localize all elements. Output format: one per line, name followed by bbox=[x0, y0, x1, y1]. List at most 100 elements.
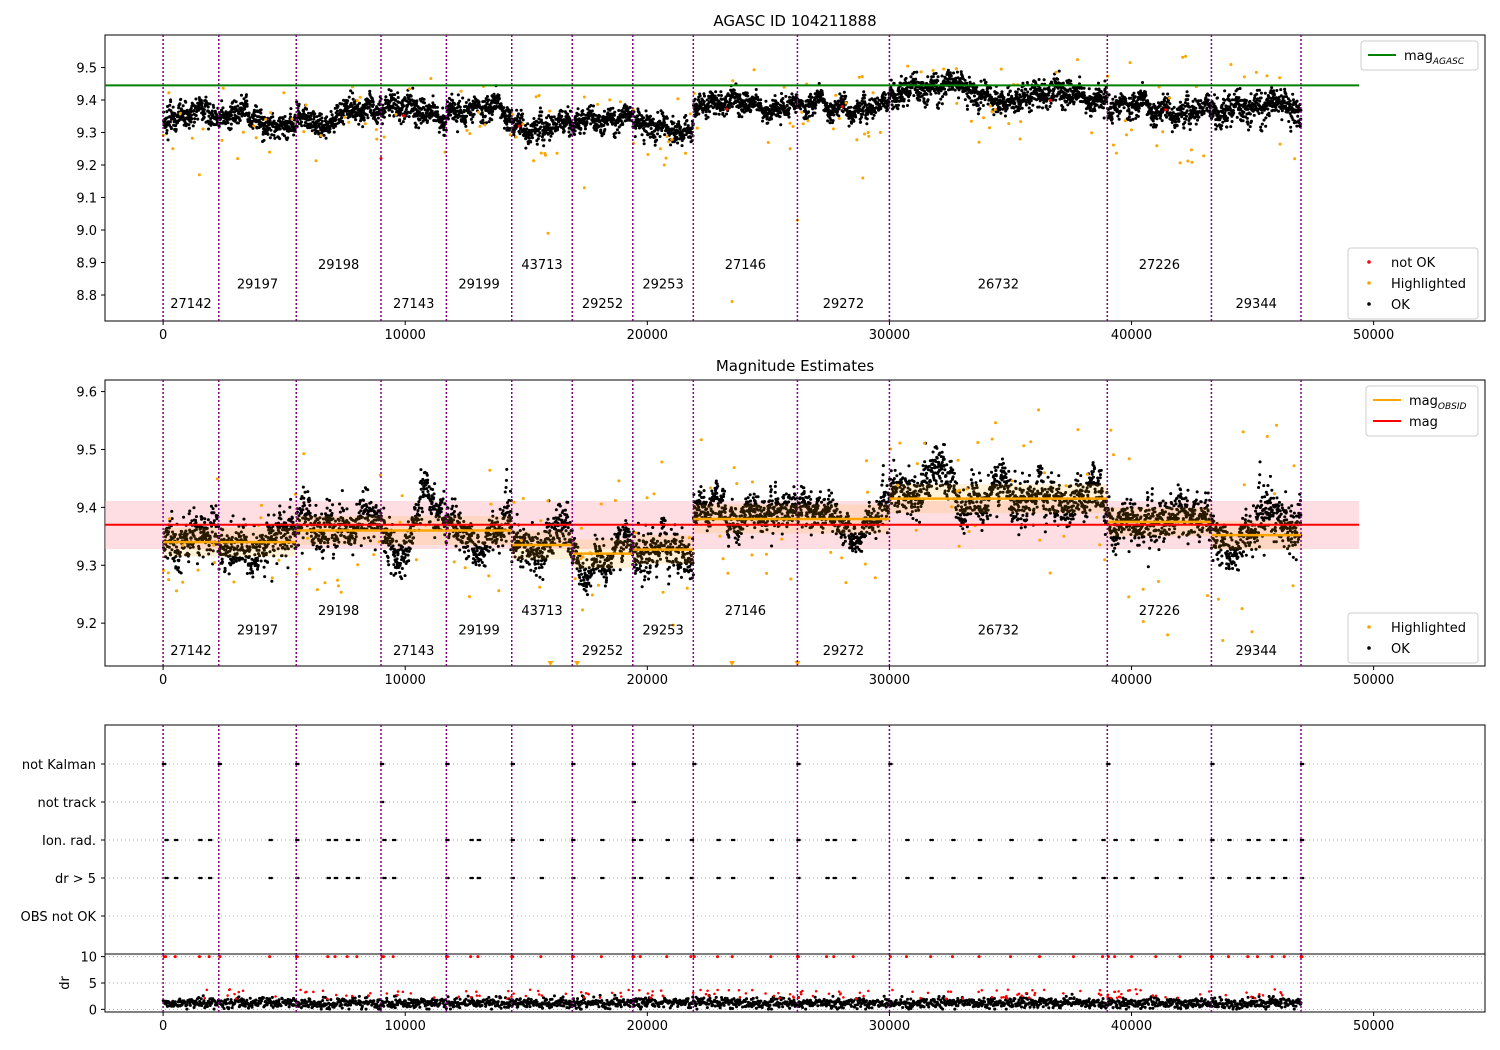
y-tick-label: 9.3 bbox=[76, 559, 97, 574]
obsid-label: 29198 bbox=[318, 258, 359, 273]
obsid-label: 29199 bbox=[458, 624, 499, 639]
ok-points-segment bbox=[217, 93, 298, 143]
obsid-label: 29199 bbox=[458, 278, 499, 293]
obsid-label: 29197 bbox=[237, 624, 278, 639]
legend-label: OK bbox=[1391, 642, 1410, 657]
outlier-point bbox=[546, 231, 550, 235]
obsid-label: 27226 bbox=[1139, 604, 1180, 619]
flags-panel: not Kalman not track Ion. rad. dr > 5 OBS no… bbox=[21, 724, 1486, 958]
obsid-label: 29252 bbox=[582, 644, 623, 659]
y-tick-label: 5 bbox=[89, 977, 97, 992]
y-tick-label: 9.1 bbox=[76, 192, 97, 207]
legend-label: mag bbox=[1409, 415, 1438, 430]
legend-marker-swatch bbox=[1367, 625, 1371, 629]
dr-high-points bbox=[203, 988, 1284, 1000]
highlighted-points-segment bbox=[699, 438, 793, 581]
flag-category-label: OBS not OK bbox=[21, 910, 97, 925]
obsid-label: 27143 bbox=[393, 644, 434, 659]
highlighted-points-segment bbox=[220, 86, 298, 161]
x-tick-label: 40000 bbox=[1111, 673, 1152, 688]
highlighted-points-segment bbox=[511, 94, 559, 163]
ok-points-segment bbox=[162, 504, 221, 575]
y-tick-label: 9.4 bbox=[76, 94, 97, 109]
obsid-label: 43713 bbox=[521, 604, 562, 619]
dr-ylabel: dr bbox=[58, 976, 73, 990]
legend-marker-swatch bbox=[1367, 281, 1371, 285]
clipped-marker bbox=[729, 661, 736, 666]
highlighted-points-segment bbox=[1216, 423, 1296, 642]
outlier-point bbox=[861, 176, 865, 180]
outlier-point bbox=[582, 186, 586, 190]
legend-marker-swatch bbox=[1367, 646, 1371, 650]
highlighted-points-segment bbox=[829, 459, 877, 585]
obsid-label: 27142 bbox=[170, 297, 211, 312]
obsid-label: 43713 bbox=[521, 258, 562, 273]
highlighted-points-segment bbox=[459, 84, 512, 137]
dr-panel: 0 10000 20000 30000 40000 50000 0 5 10 dr bbox=[58, 951, 1486, 1034]
highlighted-points-segment bbox=[512, 497, 550, 589]
y-tick-label: 9.2 bbox=[76, 617, 97, 632]
x-tick-label: 40000 bbox=[1111, 328, 1152, 343]
outlier-point bbox=[1018, 137, 1022, 141]
ok-points-segment bbox=[1210, 86, 1303, 133]
obsid-label: 29344 bbox=[1236, 644, 1277, 659]
flag-category-label: not Kalman bbox=[22, 758, 96, 773]
obsid-label: 27146 bbox=[725, 258, 766, 273]
ok-points-segment bbox=[379, 86, 448, 137]
legend-label: Highlighted bbox=[1391, 277, 1466, 292]
x-tick-label: 50000 bbox=[1353, 1019, 1394, 1034]
obsid-label: 29272 bbox=[823, 297, 864, 312]
ok-points-segment bbox=[631, 516, 695, 589]
dr-ok-points bbox=[161, 992, 1303, 1011]
y-tick-label: 10 bbox=[80, 951, 97, 966]
ok-points-segment bbox=[570, 519, 635, 597]
obsid-label: 27146 bbox=[725, 604, 766, 619]
outlier-point bbox=[662, 163, 666, 167]
outlier-point bbox=[730, 300, 734, 303]
top-axes: 0 10000 20000 30000 40000 50000 8.8 8.9 9.0 9.1 9.… bbox=[76, 62, 1394, 344]
y-tick-label: 8.8 bbox=[76, 289, 97, 304]
top-panel: AGASC ID 104211888 271422919729198271432… bbox=[76, 12, 1486, 344]
x-tick-label: 0 bbox=[159, 673, 167, 688]
ok-points-segment bbox=[631, 107, 695, 148]
obsid-label: 29253 bbox=[642, 624, 683, 639]
middle-title: Magnitude Estimates bbox=[716, 357, 874, 375]
legend-label: OK bbox=[1391, 298, 1410, 313]
ok-points-segment bbox=[888, 68, 1109, 120]
ok-points-segment bbox=[796, 464, 891, 554]
obsid-label: 29253 bbox=[642, 278, 683, 293]
obsid-label: 29252 bbox=[582, 297, 623, 312]
highlighted-points-segment bbox=[302, 85, 379, 163]
y-tick-label: 9.0 bbox=[76, 224, 97, 239]
x-tick-label: 50000 bbox=[1353, 673, 1394, 688]
legend-label: not OK bbox=[1391, 256, 1436, 271]
flags-plot-area bbox=[105, 725, 1485, 954]
highlighted-points-segment bbox=[398, 494, 428, 562]
x-tick-label: 50000 bbox=[1353, 328, 1394, 343]
x-tick-label: 0 bbox=[159, 328, 167, 343]
x-tick-label: 10000 bbox=[385, 328, 426, 343]
highlighted-points-segment bbox=[573, 479, 621, 612]
clipped-marker bbox=[547, 661, 554, 666]
y-tick-label: 8.9 bbox=[76, 257, 97, 272]
x-tick-label: 0 bbox=[159, 1019, 167, 1034]
highlighted-points-segment bbox=[452, 468, 501, 599]
y-tick-label: 9.5 bbox=[76, 443, 97, 458]
y-tick-label: 0 bbox=[89, 1003, 97, 1018]
ok-points-segment bbox=[570, 103, 635, 139]
y-tick-label: 9.5 bbox=[76, 62, 97, 77]
highlighted-points-segment bbox=[800, 75, 882, 142]
clipped-marker bbox=[794, 661, 801, 666]
flag-category-label: not track bbox=[37, 796, 96, 811]
highlighted-points-segment bbox=[1229, 63, 1297, 161]
middle-plot-area: 27142 29197 29198 27143 29199 43713 29252 29253… bbox=[105, 380, 1360, 666]
y-tick-label: 9.3 bbox=[76, 127, 97, 142]
dr-axes: 0 10000 20000 30000 40000 50000 0 5 10 bbox=[80, 951, 1394, 1034]
line-legend-box bbox=[1360, 40, 1479, 71]
middle-panel: Magnitude Estimates 27142 29197 29198 27143… bbox=[76, 357, 1486, 688]
outlier-point bbox=[197, 173, 201, 177]
legend-marker-swatch bbox=[1367, 302, 1371, 306]
x-tick-label: 10000 bbox=[385, 673, 426, 688]
line-legend-box bbox=[1365, 385, 1479, 437]
